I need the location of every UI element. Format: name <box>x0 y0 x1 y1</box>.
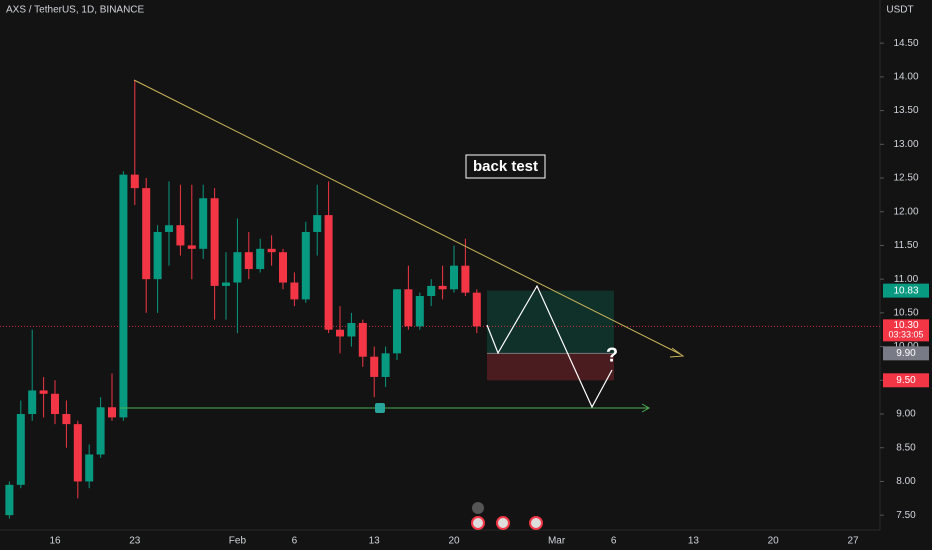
currency-label: USDT <box>886 5 913 16</box>
annotation: back test <box>473 158 538 175</box>
candle-body <box>199 198 208 249</box>
y-tick-label: 14.50 <box>893 38 918 49</box>
candle-body <box>301 231 310 300</box>
trend-line <box>133 79 681 355</box>
x-tick-label: 6 <box>292 536 298 547</box>
price-label: 9.50 <box>896 375 916 386</box>
y-tick-label: 13.50 <box>893 105 918 116</box>
candle-body <box>187 245 196 249</box>
candle-body <box>16 414 25 485</box>
loss-zone <box>487 353 614 381</box>
candle-body <box>244 252 253 270</box>
price-label-bg <box>883 346 929 361</box>
candle-body <box>313 215 322 232</box>
candle-body <box>73 424 82 482</box>
candle-body <box>142 188 151 280</box>
event-icon[interactable] <box>529 516 543 530</box>
candle-body <box>119 174 128 418</box>
candle-body <box>62 414 71 425</box>
y-tick-label: 11.50 <box>894 240 919 251</box>
candle-body <box>347 322 356 337</box>
candle-body <box>108 407 116 418</box>
annotation-box <box>465 154 546 179</box>
candle-body <box>427 285 436 297</box>
candle-body <box>336 329 344 337</box>
candle-body <box>85 454 94 482</box>
candle-body <box>324 215 333 330</box>
x-tick-label: 16 <box>49 536 61 547</box>
annotation: ? <box>606 344 618 366</box>
projection-path <box>486 284 613 409</box>
candle-body <box>256 248 265 270</box>
candle-body <box>393 289 401 354</box>
y-tick-label: 12.50 <box>893 173 918 184</box>
candle-body <box>267 248 276 253</box>
candle-body <box>210 198 219 286</box>
candle-body <box>96 407 105 455</box>
x-tick-label: Mar <box>548 536 566 547</box>
price-label-bg <box>883 373 929 388</box>
candle-body <box>39 390 48 394</box>
x-tick-label: 20 <box>448 536 460 547</box>
x-tick-label: 23 <box>129 536 141 547</box>
candle-body <box>165 225 173 232</box>
event-icon[interactable] <box>472 502 484 514</box>
y-tick-label: 10.50 <box>893 308 918 319</box>
candle-body <box>5 484 14 516</box>
y-tick-label: 9.00 <box>896 409 916 420</box>
event-icon[interactable] <box>471 516 485 530</box>
candle-body <box>472 292 481 327</box>
candle-body <box>290 282 299 300</box>
event-marker[interactable] <box>375 403 385 413</box>
candle-body <box>404 289 413 327</box>
event-icon[interactable] <box>496 516 510 530</box>
y-tick-label: 8.50 <box>896 442 916 453</box>
y-tick-label: 12.00 <box>893 206 918 217</box>
trend-arrow <box>669 347 685 358</box>
y-tick-label: 14.00 <box>893 72 918 83</box>
candle-body <box>279 252 287 283</box>
price-label: 9.90 <box>896 348 916 359</box>
candle-body <box>381 353 390 377</box>
candle-body <box>233 252 242 283</box>
y-tick-label: 8.00 <box>896 476 916 487</box>
x-tick-label: 6 <box>611 536 617 547</box>
y-tick-label: 11.00 <box>894 274 919 285</box>
y-tick-label: 13.00 <box>893 139 918 150</box>
candle-body <box>153 231 162 280</box>
chart-title: AXS / TetherUS, 1D, BINANCE <box>6 5 145 16</box>
last-price-bg <box>883 319 929 342</box>
candle-body <box>28 390 37 415</box>
candle-body <box>51 393 59 415</box>
support-arrow <box>641 403 651 413</box>
candle-body <box>130 174 139 189</box>
candle-body <box>358 322 367 357</box>
x-tick-label: 13 <box>688 536 700 547</box>
candle-body <box>176 225 185 246</box>
last-price-label: 10.30 <box>893 320 918 331</box>
countdown: 03:33:05 <box>888 330 923 340</box>
price-label: 10.83 <box>893 285 918 296</box>
x-tick-label: Feb <box>229 536 247 547</box>
candle-body <box>438 285 447 290</box>
x-tick-label: 13 <box>369 536 381 547</box>
candle-body <box>415 296 424 327</box>
price-label-bg <box>883 283 929 298</box>
profit-zone <box>487 290 614 354</box>
candle-body <box>222 282 230 286</box>
candle-body <box>370 356 379 377</box>
x-tick-label: 27 <box>847 536 859 547</box>
y-tick-label: 7.50 <box>896 510 916 521</box>
x-tick-label: 20 <box>768 536 780 547</box>
candle-body <box>461 265 470 293</box>
candle-body <box>450 265 458 290</box>
